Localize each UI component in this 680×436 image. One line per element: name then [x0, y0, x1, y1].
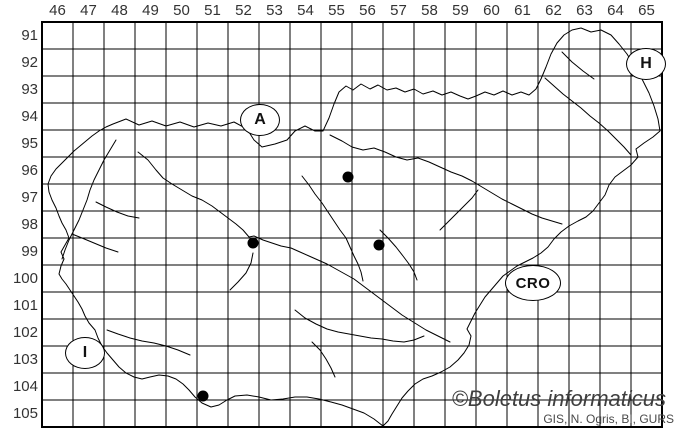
river-path-ljubljanica — [229, 252, 254, 291]
column-label-56: 56 — [359, 2, 376, 19]
column-label-62: 62 — [545, 2, 562, 19]
river-path-dravinja — [439, 189, 479, 231]
row-label-95: 95 — [21, 135, 38, 152]
river-path-krka — [294, 309, 425, 343]
row-label-105: 105 — [12, 405, 38, 422]
column-label-54: 54 — [297, 2, 314, 19]
row-label-92: 92 — [21, 54, 38, 71]
attribution-text: GIS, N. Ogris, BI, GURS — [543, 412, 674, 426]
river-path-sava — [137, 151, 451, 343]
column-label-49: 49 — [142, 2, 159, 19]
river-path-drava — [329, 134, 563, 225]
row-label-102: 102 — [12, 324, 38, 341]
occurrence-point-4 — [197, 390, 209, 402]
country-label-hungary: H — [626, 48, 666, 80]
river-path-rinza — [311, 341, 336, 378]
row-label-97: 97 — [21, 189, 38, 206]
column-label-58: 58 — [421, 2, 438, 19]
column-label-59: 59 — [452, 2, 469, 19]
river-path-soca — [61, 139, 117, 260]
column-label-46: 46 — [49, 2, 66, 19]
country-label-croatia: CRO — [505, 265, 561, 301]
copyright-watermark: ©Boletus informaticus — [451, 386, 666, 411]
row-label-94: 94 — [21, 108, 38, 125]
column-label-65: 65 — [638, 2, 655, 19]
row-label-99: 99 — [21, 243, 38, 260]
river-path-idrijca — [95, 201, 140, 219]
column-label-63: 63 — [576, 2, 593, 19]
column-label-60: 60 — [483, 2, 500, 19]
row-label-96: 96 — [21, 162, 38, 179]
column-label-52: 52 — [235, 2, 252, 19]
row-label-100: 100 — [12, 270, 38, 287]
occurrence-point-2 — [247, 237, 259, 249]
row-label-104: 104 — [12, 378, 38, 395]
column-label-53: 53 — [266, 2, 283, 19]
row-label-91: 91 — [21, 27, 38, 44]
row-label-103: 103 — [12, 351, 38, 368]
country-label-italy: I — [65, 337, 105, 369]
river-path-vipava — [71, 233, 119, 253]
occurrence-points-layer — [197, 171, 385, 402]
river-path-ledava — [561, 51, 595, 80]
country-outline-layer — [47, 27, 661, 427]
row-label-101: 101 — [12, 297, 38, 314]
grid-layer — [41, 21, 663, 428]
column-label-51: 51 — [204, 2, 221, 19]
column-label-57: 57 — [390, 2, 407, 19]
row-label-98: 98 — [21, 216, 38, 233]
river-path-savinja — [301, 175, 364, 282]
river-path-sotla — [379, 229, 418, 281]
row-label-93: 93 — [21, 81, 38, 98]
column-label-64: 64 — [607, 2, 624, 19]
country-label-austria: A — [240, 104, 280, 136]
occurrence-point-3 — [373, 239, 385, 251]
column-label-48: 48 — [111, 2, 128, 19]
occurrence-point-1 — [342, 171, 354, 183]
column-label-61: 61 — [514, 2, 531, 19]
river-path-reka — [106, 329, 191, 356]
column-label-55: 55 — [328, 2, 345, 19]
column-label-47: 47 — [80, 2, 97, 19]
column-label-50: 50 — [173, 2, 190, 19]
river-path-mura — [544, 77, 632, 156]
slovenia-border-path — [47, 27, 661, 427]
